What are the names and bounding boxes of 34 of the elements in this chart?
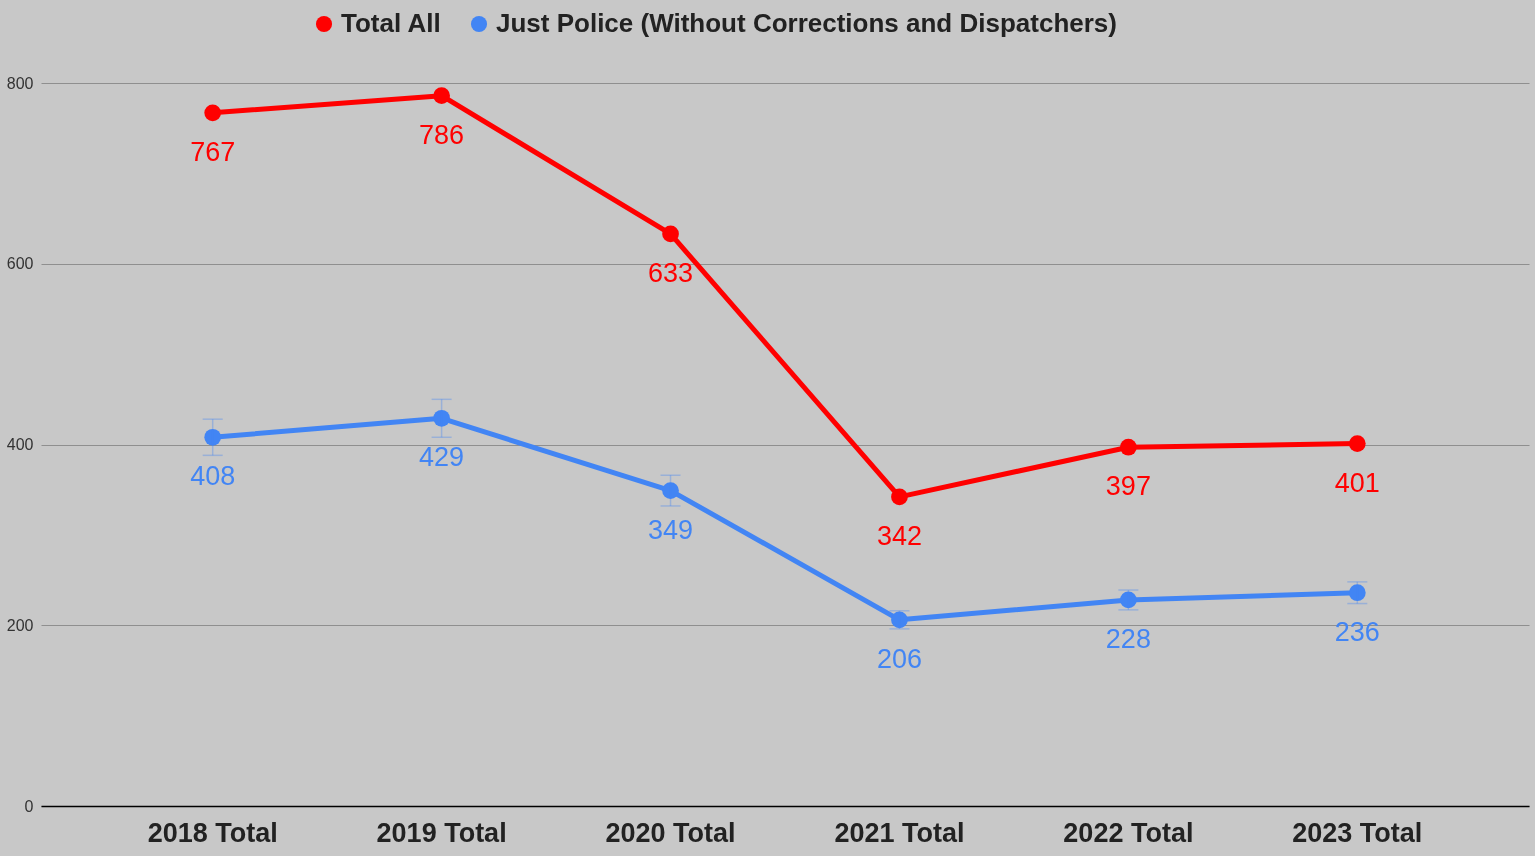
point	[1120, 438, 1137, 456]
data-label: 633	[648, 257, 694, 288]
point	[662, 225, 679, 243]
legend-label: Just Police (Without Corrections and Dispatchers)	[496, 8, 1117, 38]
data-label: 236	[1334, 616, 1380, 647]
point	[204, 104, 222, 122]
point	[1348, 435, 1366, 452]
x-tick-label: 2022 Total	[1063, 817, 1194, 848]
x-tick-label: 2019 Total	[376, 817, 507, 848]
data-label: 401	[1334, 467, 1380, 498]
data-label: 408	[190, 461, 236, 492]
y-tick-label: 200	[6, 616, 34, 634]
data-label: 342	[876, 520, 922, 551]
x-tick-label: 2021 Total	[834, 817, 965, 848]
point	[433, 409, 450, 427]
point	[204, 428, 222, 446]
data-label: 767	[190, 136, 236, 167]
point	[433, 87, 450, 104]
data-label: 397	[1105, 471, 1151, 502]
data-label: 206	[876, 643, 922, 674]
y-tick-label: 400	[6, 436, 34, 453]
point	[891, 488, 908, 506]
y-tick-label: 800	[6, 74, 34, 92]
x-tick-label: 2023 Total	[1292, 817, 1423, 848]
y-tick-label: 600	[6, 255, 34, 273]
x-tick-label: 2018 Total	[147, 817, 278, 848]
data-label: 786	[419, 119, 465, 150]
y-tick-label: 0	[24, 797, 34, 815]
point	[662, 482, 679, 499]
legend-label: Total All	[341, 8, 441, 38]
data-label: 228	[1105, 623, 1151, 654]
data-label: 429	[419, 442, 465, 473]
data-label: 349	[648, 514, 694, 545]
x-tick-label: 2020 Total	[605, 817, 736, 848]
